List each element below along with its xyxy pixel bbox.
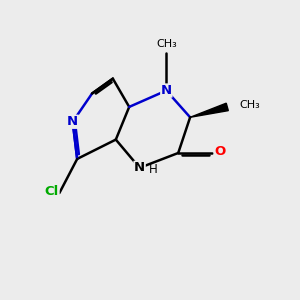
Text: O: O [214,145,226,158]
Polygon shape [190,103,228,117]
Text: Cl: Cl [45,185,59,198]
Text: N: N [134,161,145,174]
Text: N: N [161,84,172,97]
Text: CH₃: CH₃ [239,100,260,110]
Text: H: H [148,163,157,176]
Text: CH₃: CH₃ [156,39,177,49]
Text: N: N [67,115,78,128]
